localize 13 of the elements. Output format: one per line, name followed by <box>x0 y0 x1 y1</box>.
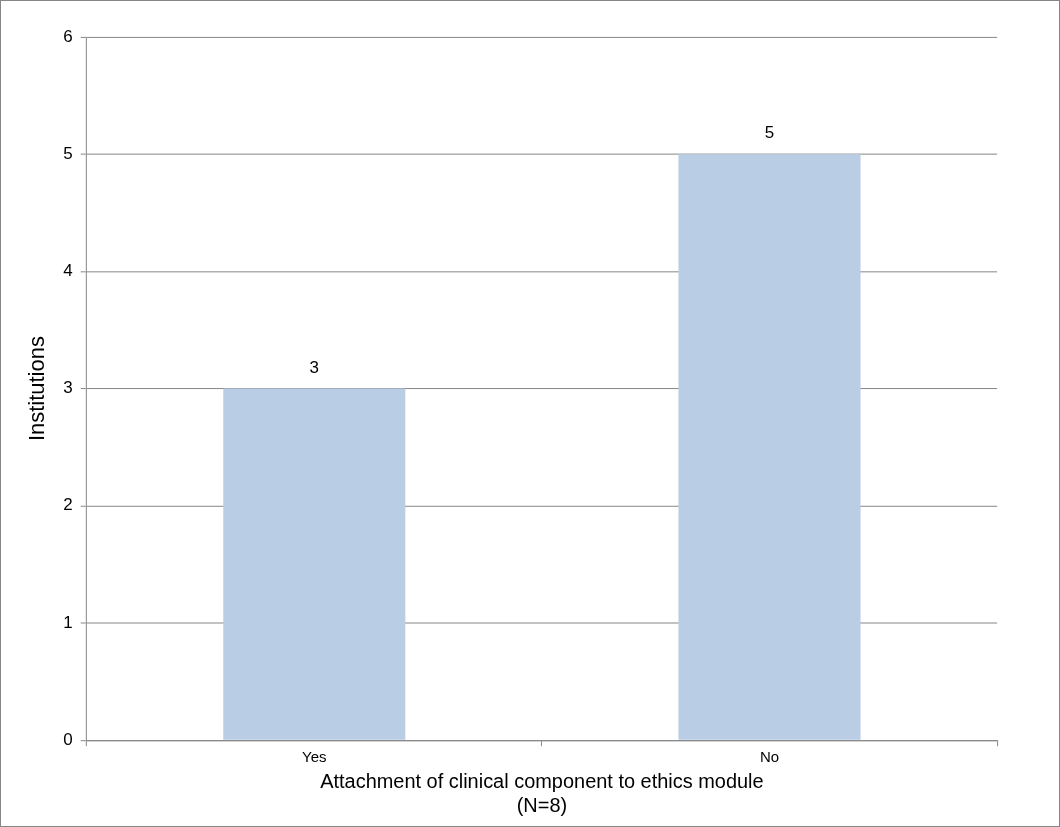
y-tick-label: 5 <box>63 143 73 163</box>
y-tick-label: 0 <box>63 729 73 749</box>
y-tick-label: 6 <box>63 26 73 46</box>
data-label: 3 <box>309 357 320 377</box>
y-tick-label: 3 <box>63 378 73 398</box>
x-tick-label: Yes <box>302 748 327 766</box>
data-label: 5 <box>764 123 775 143</box>
x-tick-label: No <box>759 748 780 766</box>
x-axis-title: Attachment of clinical component to ethics module (N=8) <box>320 769 764 816</box>
y-tick-label: 4 <box>63 261 73 281</box>
y-axis-title: Institutions <box>24 336 50 441</box>
y-tick-label: 2 <box>63 495 73 515</box>
y-tick-label: 1 <box>63 612 73 632</box>
